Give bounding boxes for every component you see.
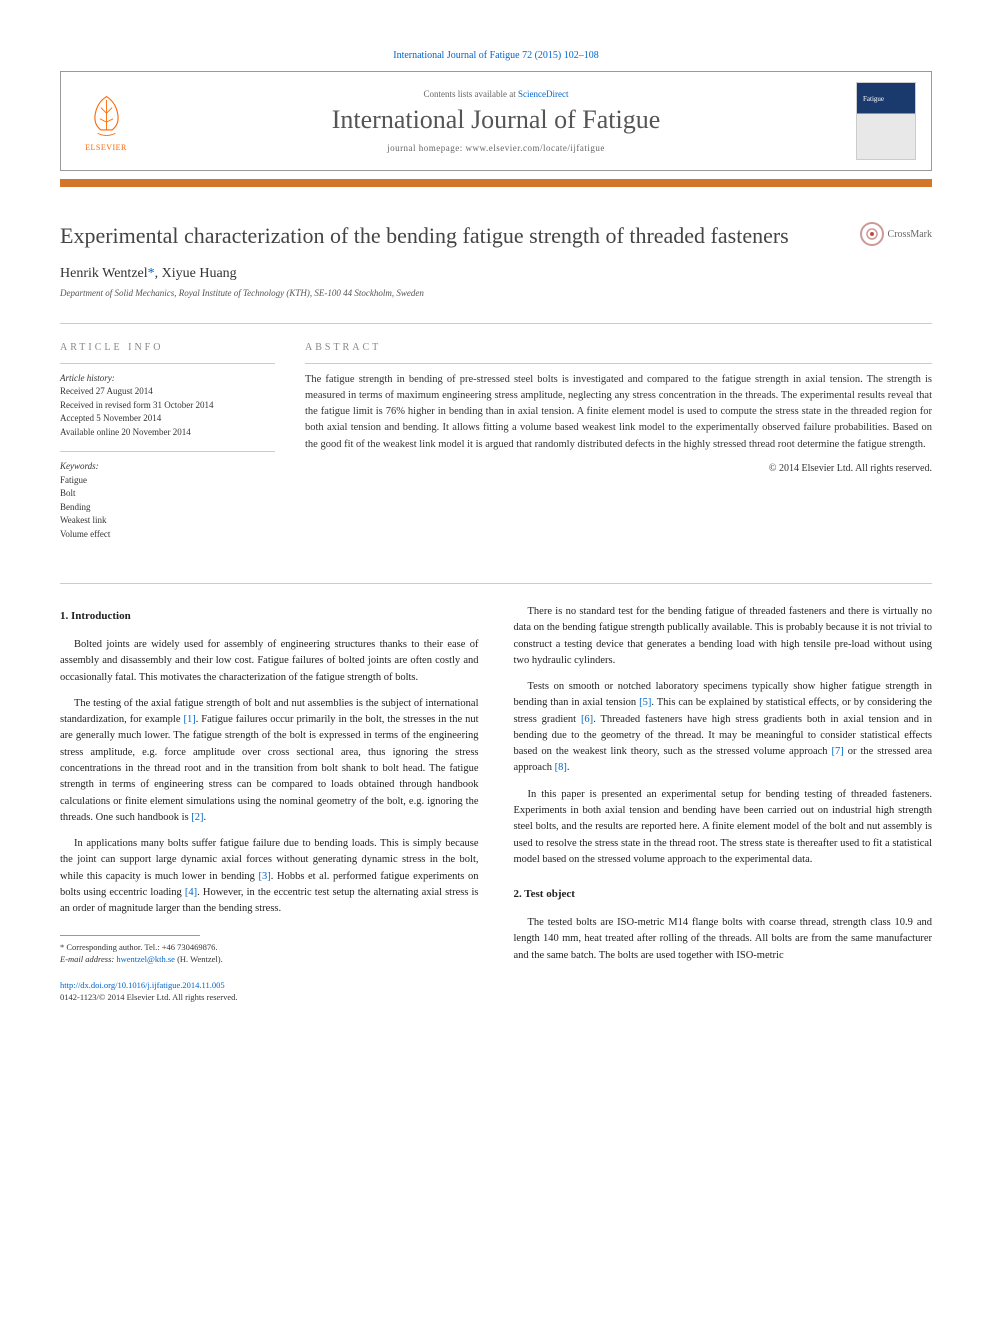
journal-reference: International Journal of Fatigue 72 (201…: [60, 50, 932, 61]
corr-author-line: * Corresponding author. Tel.: +46 730469…: [60, 942, 479, 954]
journal-cover-thumbnail: [856, 82, 916, 160]
doi-link[interactable]: http://dx.doi.org/10.1016/j.ijfatigue.20…: [60, 980, 479, 992]
author-1: Henrik Wentzel: [60, 266, 148, 281]
intro-p3: In applications many bolts suffer fatigu…: [60, 836, 479, 917]
email-line: E-mail address: hwentzel@kth.se (H. Went…: [60, 954, 479, 966]
history-label: Article history:: [60, 372, 275, 386]
ref-7[interactable]: [7]: [832, 746, 844, 757]
body-divider: [60, 583, 932, 584]
section-2-heading: 2. Test object: [514, 886, 933, 903]
keyword-3: Bending: [60, 501, 275, 515]
contents-available-line: Contents lists available at ScienceDirec…: [136, 89, 856, 99]
body-columns: 1. Introduction Bolted joints are widely…: [60, 604, 932, 1004]
abstract-copyright: © 2014 Elsevier Ltd. All rights reserved…: [305, 463, 932, 474]
keyword-4: Weakest link: [60, 514, 275, 528]
intro-p5: Tests on smooth or notched laboratory sp…: [514, 679, 933, 777]
ref-1[interactable]: [1]: [183, 714, 195, 725]
elsevier-label: ELSEVIER: [85, 143, 127, 152]
ref-5[interactable]: [5]: [639, 697, 651, 708]
abstract-column: ABSTRACT The fatigue strength in bending…: [305, 342, 932, 554]
contents-prefix: Contents lists available at: [424, 89, 518, 99]
history-online: Available online 20 November 2014: [60, 426, 275, 440]
authors: Henrik Wentzel*, Xiyue Huang: [60, 266, 932, 282]
intro-p6: In this paper is presented an experiment…: [514, 787, 933, 868]
ref-3[interactable]: [3]: [259, 871, 271, 882]
history-revised: Received in revised form 31 October 2014: [60, 399, 275, 413]
right-column: There is no standard test for the bendin…: [514, 604, 933, 1004]
section-1-heading: 1. Introduction: [60, 608, 479, 625]
elsevier-logo: ELSEVIER: [76, 86, 136, 156]
article-history: Article history: Received 27 August 2014…: [60, 363, 275, 440]
email-suffix: (H. Wentzel).: [175, 954, 223, 964]
orange-divider-bar: [60, 179, 932, 187]
intro-p2: The testing of the axial fatigue strengt…: [60, 696, 479, 826]
footnote-separator: [60, 935, 200, 936]
article-info-column: ARTICLE INFO Article history: Received 2…: [60, 342, 275, 554]
sec2-p1: The tested bolts are ISO-metric M14 flan…: [514, 915, 933, 964]
email-link[interactable]: hwentzel@kth.se: [116, 954, 175, 964]
ref-8[interactable]: [8]: [555, 762, 567, 773]
crossmark-badge[interactable]: CrossMark: [860, 222, 932, 246]
ref-4[interactable]: [4]: [185, 887, 197, 898]
article-info-heading: ARTICLE INFO: [60, 342, 275, 353]
abstract-heading: ABSTRACT: [305, 342, 932, 353]
keywords-block: Keywords: Fatigue Bolt Bending Weakest l…: [60, 451, 275, 541]
elsevier-tree-icon: [84, 91, 129, 141]
intro-p1: Bolted joints are widely used for assemb…: [60, 637, 479, 686]
corresponding-mark: *: [148, 266, 155, 281]
crossmark-label: CrossMark: [888, 229, 932, 240]
keyword-2: Bolt: [60, 487, 275, 501]
sciencedirect-link[interactable]: ScienceDirect: [518, 89, 568, 99]
left-column: 1. Introduction Bolted joints are widely…: [60, 604, 479, 1004]
keywords-label: Keywords:: [60, 460, 275, 474]
corresponding-author-footnote: * Corresponding author. Tel.: +46 730469…: [60, 942, 479, 966]
author-2: , Xiyue Huang: [155, 266, 237, 281]
keyword-1: Fatigue: [60, 474, 275, 488]
affiliation: Department of Solid Mechanics, Royal Ins…: [60, 288, 932, 298]
intro-p4: There is no standard test for the bendin…: [514, 604, 933, 669]
article-title: Experimental characterization of the ben…: [60, 222, 860, 251]
keyword-5: Volume effect: [60, 528, 275, 542]
journal-title: International Journal of Fatigue: [136, 105, 856, 135]
homepage-url[interactable]: www.elsevier.com/locate/ijfatigue: [466, 143, 605, 153]
email-label: E-mail address:: [60, 954, 116, 964]
ref-6[interactable]: [6]: [581, 714, 593, 725]
history-received: Received 27 August 2014: [60, 385, 275, 399]
ref-2[interactable]: [2]: [191, 812, 203, 823]
history-accepted: Accepted 5 November 2014: [60, 412, 275, 426]
journal-header: ELSEVIER Contents lists available at Sci…: [60, 71, 932, 171]
abstract-text: The fatigue strength in bending of pre-s…: [305, 363, 932, 453]
homepage-prefix: journal homepage:: [387, 143, 465, 153]
doi-block: http://dx.doi.org/10.1016/j.ijfatigue.20…: [60, 980, 479, 1004]
journal-homepage-line: journal homepage: www.elsevier.com/locat…: [136, 143, 856, 153]
crossmark-icon: [860, 222, 884, 246]
issn-copyright: 0142-1123/© 2014 Elsevier Ltd. All right…: [60, 992, 479, 1004]
